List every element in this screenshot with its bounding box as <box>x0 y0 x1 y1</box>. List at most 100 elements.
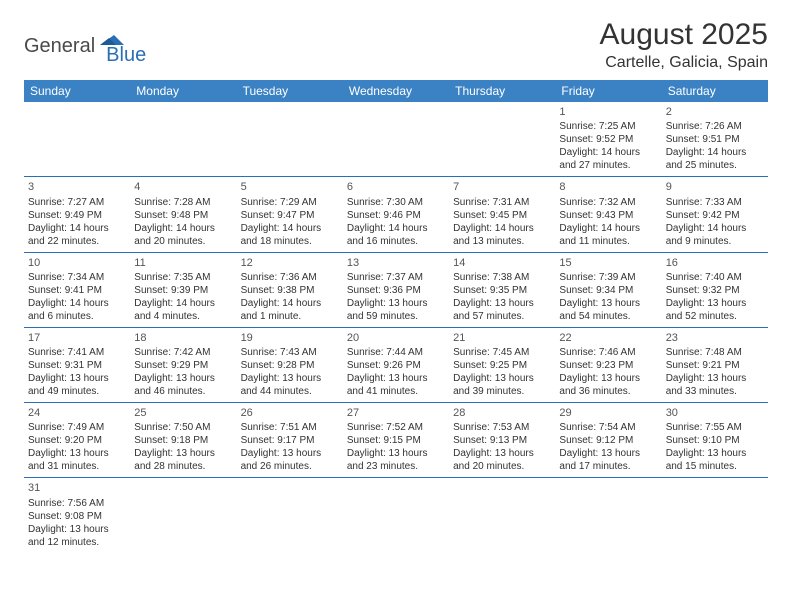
sunset: Sunset: 9:47 PM <box>241 209 339 222</box>
sunset: Sunset: 9:21 PM <box>666 359 764 372</box>
sunrise: Sunrise: 7:35 AM <box>134 271 232 284</box>
calendar-empty <box>237 102 343 177</box>
sunrise: Sunrise: 7:48 AM <box>666 346 764 359</box>
calendar-header-row: SundayMondayTuesdayWednesdayThursdayFrid… <box>24 80 768 102</box>
calendar-body: 1Sunrise: 7:25 AMSunset: 9:52 PMDaylight… <box>24 102 768 553</box>
sunrise: Sunrise: 7:36 AM <box>241 271 339 284</box>
daylight: Daylight: 13 hours and 54 minutes. <box>559 297 657 323</box>
sunset: Sunset: 9:34 PM <box>559 284 657 297</box>
sunset: Sunset: 9:32 PM <box>666 284 764 297</box>
calendar-day: 21Sunrise: 7:45 AMSunset: 9:25 PMDayligh… <box>449 327 555 402</box>
sunrise: Sunrise: 7:32 AM <box>559 196 657 209</box>
sunrise: Sunrise: 7:41 AM <box>28 346 126 359</box>
sunset: Sunset: 9:45 PM <box>453 209 551 222</box>
sunset: Sunset: 9:39 PM <box>134 284 232 297</box>
daylight: Daylight: 14 hours and 18 minutes. <box>241 222 339 248</box>
sunrise: Sunrise: 7:27 AM <box>28 196 126 209</box>
calendar-day: 14Sunrise: 7:38 AMSunset: 9:35 PMDayligh… <box>449 252 555 327</box>
calendar-day: 16Sunrise: 7:40 AMSunset: 9:32 PMDayligh… <box>662 252 768 327</box>
calendar-empty <box>130 102 236 177</box>
calendar-empty <box>555 478 661 553</box>
daylight: Daylight: 14 hours and 6 minutes. <box>28 297 126 323</box>
daylight: Daylight: 13 hours and 41 minutes. <box>347 372 445 398</box>
calendar-week: 17Sunrise: 7:41 AMSunset: 9:31 PMDayligh… <box>24 327 768 402</box>
calendar-day: 15Sunrise: 7:39 AMSunset: 9:34 PMDayligh… <box>555 252 661 327</box>
sunset: Sunset: 9:17 PM <box>241 434 339 447</box>
day-number: 23 <box>666 331 764 345</box>
calendar-day: 29Sunrise: 7:54 AMSunset: 9:12 PMDayligh… <box>555 403 661 478</box>
daylight: Daylight: 14 hours and 25 minutes. <box>666 146 764 172</box>
day-number: 18 <box>134 331 232 345</box>
calendar-day: 27Sunrise: 7:52 AMSunset: 9:15 PMDayligh… <box>343 403 449 478</box>
calendar-day: 25Sunrise: 7:50 AMSunset: 9:18 PMDayligh… <box>130 403 236 478</box>
weekday-header: Monday <box>130 80 236 102</box>
calendar-day: 9Sunrise: 7:33 AMSunset: 9:42 PMDaylight… <box>662 177 768 252</box>
day-number: 15 <box>559 256 657 270</box>
daylight: Daylight: 13 hours and 44 minutes. <box>241 372 339 398</box>
calendar-table: SundayMondayTuesdayWednesdayThursdayFrid… <box>24 80 768 553</box>
calendar-empty <box>662 478 768 553</box>
daylight: Daylight: 14 hours and 4 minutes. <box>134 297 232 323</box>
day-number: 5 <box>241 180 339 194</box>
sunset: Sunset: 9:25 PM <box>453 359 551 372</box>
day-number: 21 <box>453 331 551 345</box>
daylight: Daylight: 14 hours and 13 minutes. <box>453 222 551 248</box>
calendar-week: 3 Sunrise: 7:27 AMSunset: 9:49 PM Daylight… <box>24 177 768 252</box>
daylight: Daylight: 13 hours and 17 minutes. <box>559 447 657 473</box>
sunset: Sunset: 9:49 PM <box>28 209 126 222</box>
sunrise: Sunrise: 7:43 AM <box>241 346 339 359</box>
header: General Blue August 2025 Cartelle, Galic… <box>24 18 768 72</box>
daylight: Daylight: 13 hours and 46 minutes. <box>134 372 232 398</box>
calendar-empty <box>449 478 555 553</box>
daylight: Daylight: 13 hours and 39 minutes. <box>453 372 551 398</box>
calendar-empty <box>237 478 343 553</box>
daylight: Daylight: 13 hours and 20 minutes. <box>453 447 551 473</box>
sunrise: Sunrise: 7:45 AM <box>453 346 551 359</box>
weekday-header: Wednesday <box>343 80 449 102</box>
sunset: Sunset: 9:41 PM <box>28 284 126 297</box>
calendar-empty <box>449 102 555 177</box>
calendar-day: 18Sunrise: 7:42 AMSunset: 9:29 PMDayligh… <box>130 327 236 402</box>
title-block: August 2025 Cartelle, Galicia, Spain <box>600 18 768 72</box>
day-number: 9 <box>666 180 764 194</box>
calendar-day: 11Sunrise: 7:35 AMSunset: 9:39 PMDayligh… <box>130 252 236 327</box>
sunrise: Sunrise: 7:54 AM <box>559 421 657 434</box>
daylight: Daylight: 13 hours and 57 minutes. <box>453 297 551 323</box>
daylight: Daylight: 13 hours and 59 minutes. <box>347 297 445 323</box>
daylight: Daylight: 13 hours and 28 minutes. <box>134 447 232 473</box>
calendar-day: 23Sunrise: 7:48 AMSunset: 9:21 PMDayligh… <box>662 327 768 402</box>
sunset: Sunset: 9:51 PM <box>666 133 764 146</box>
calendar-day: 19Sunrise: 7:43 AMSunset: 9:28 PMDayligh… <box>237 327 343 402</box>
calendar-day: 28Sunrise: 7:53 AMSunset: 9:13 PMDayligh… <box>449 403 555 478</box>
sunrise: Sunrise: 7:49 AM <box>28 421 126 434</box>
calendar-empty <box>24 102 130 177</box>
day-number: 11 <box>134 256 232 270</box>
calendar-day: 6Sunrise: 7:30 AMSunset: 9:46 PMDaylight… <box>343 177 449 252</box>
day-number: 26 <box>241 406 339 420</box>
day-number: 19 <box>241 331 339 345</box>
sunset: Sunset: 9:08 PM <box>28 510 126 523</box>
logo: General Blue <box>24 18 146 67</box>
sunset: Sunset: 9:48 PM <box>134 209 232 222</box>
calendar-day: 20Sunrise: 7:44 AMSunset: 9:26 PMDayligh… <box>343 327 449 402</box>
day-number: 24 <box>28 406 126 420</box>
month-title: August 2025 <box>600 18 768 52</box>
calendar-week: 24Sunrise: 7:49 AMSunset: 9:20 PMDayligh… <box>24 403 768 478</box>
sunrise: Sunrise: 7:29 AM <box>241 196 339 209</box>
sunset: Sunset: 9:13 PM <box>453 434 551 447</box>
sunrise: Sunrise: 7:50 AM <box>134 421 232 434</box>
daylight: Daylight: 13 hours and 31 minutes. <box>28 447 126 473</box>
daylight: Daylight: 13 hours and 33 minutes. <box>666 372 764 398</box>
daylight: Daylight: 13 hours and 49 minutes. <box>28 372 126 398</box>
sunset: Sunset: 9:28 PM <box>241 359 339 372</box>
day-number: 3 <box>28 180 126 194</box>
sunrise: Sunrise: 7:37 AM <box>347 271 445 284</box>
calendar-day: 4Sunrise: 7:28 AMSunset: 9:48 PMDaylight… <box>130 177 236 252</box>
calendar-empty <box>343 102 449 177</box>
day-number: 6 <box>347 180 445 194</box>
calendar-day: 22Sunrise: 7:46 AMSunset: 9:23 PMDayligh… <box>555 327 661 402</box>
sunrise: Sunrise: 7:40 AM <box>666 271 764 284</box>
logo-text-general: General <box>24 35 95 58</box>
sunrise: Sunrise: 7:44 AM <box>347 346 445 359</box>
daylight: Daylight: 13 hours and 23 minutes. <box>347 447 445 473</box>
